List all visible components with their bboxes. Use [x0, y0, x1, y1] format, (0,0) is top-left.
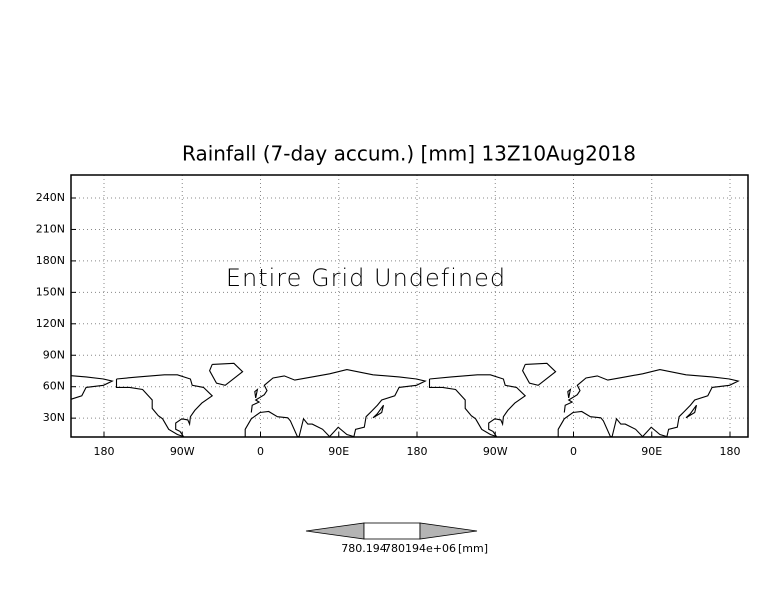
coastline: [208, 362, 244, 386]
coastline: [521, 362, 557, 386]
x-tick-label: 90E: [641, 445, 662, 458]
y-tick-label: 150N: [36, 285, 65, 298]
coastline: [567, 388, 572, 399]
x-tick-label: 90W: [483, 445, 508, 458]
y-tick-label: 180N: [36, 254, 65, 267]
coastline: [115, 374, 214, 437]
x-tick-label: 0: [257, 445, 264, 458]
coastline: [244, 369, 427, 437]
x-tick-label: 90E: [328, 445, 349, 458]
colorbar: 780.194 780194e+06 [mm]: [305, 522, 488, 555]
x-tick-label: 180: [720, 445, 741, 458]
x-tick-label: 0: [570, 445, 577, 458]
map-title: Rainfall (7-day accum.) [mm] 13Z10Aug201…: [182, 142, 636, 166]
y-tick-label: 210N: [36, 222, 65, 235]
coastline: [685, 404, 698, 419]
x-tick-label: 180: [407, 445, 428, 458]
plot-frame: [70, 174, 749, 438]
y-tick-label: 60N: [43, 380, 65, 393]
undefined-message: Entire Grid Undefined: [226, 264, 506, 292]
colorbar-box: [363, 522, 421, 540]
coastline: [428, 374, 527, 437]
coastline: [372, 404, 385, 419]
y-tick-label: 90N: [43, 348, 65, 361]
colorbar-unit: [mm]: [458, 542, 488, 555]
coast-copy: [428, 362, 740, 437]
y-tick-label: 240N: [36, 191, 65, 204]
y-tick-label: 120N: [36, 317, 65, 330]
coastline: [254, 388, 259, 399]
colorbar-label: 780194e+06: [384, 542, 456, 555]
grid: [71, 175, 748, 437]
colorbar-right-arrow: [419, 522, 478, 540]
colorbar-label: 780.194: [341, 542, 387, 555]
x-tick-label: 90W: [170, 445, 195, 458]
coast-copy: [71, 375, 114, 406]
x-tick-label: 180: [94, 445, 115, 458]
y-tick-label: 30N: [43, 411, 65, 424]
colorbar-left-arrow: [305, 522, 365, 540]
coast-copy: [115, 362, 427, 437]
coastline: [557, 369, 740, 437]
coastlines: [71, 362, 740, 437]
